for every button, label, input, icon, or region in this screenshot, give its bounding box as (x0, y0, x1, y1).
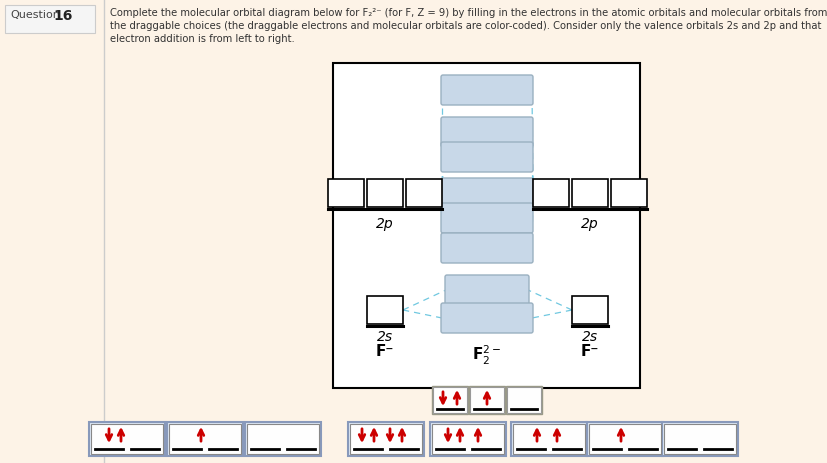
FancyBboxPatch shape (441, 203, 533, 233)
Text: F⁻: F⁻ (581, 344, 600, 359)
Text: 2p: 2p (581, 217, 599, 231)
Bar (430, 422, 506, 456)
Bar (507, 387, 541, 413)
FancyBboxPatch shape (441, 142, 533, 172)
FancyBboxPatch shape (441, 117, 533, 147)
Bar (506, 386, 542, 414)
Bar (470, 387, 504, 413)
FancyBboxPatch shape (441, 75, 533, 105)
Bar (432, 386, 468, 414)
Text: F$_2^{2-}$: F$_2^{2-}$ (472, 344, 502, 367)
Bar (328, 179, 364, 207)
Text: 2p: 2p (376, 217, 394, 231)
Bar (432, 424, 504, 454)
Text: 2s: 2s (377, 330, 393, 344)
Bar (333, 63, 640, 388)
Bar (348, 422, 424, 456)
Bar (5, 5, 95, 33)
Text: the draggable choices (the draggable electrons and molecular orbitals are color-: the draggable choices (the draggable ele… (110, 21, 821, 31)
Bar (247, 424, 319, 454)
Bar (89, 422, 165, 456)
Bar (367, 179, 403, 207)
Bar (91, 424, 163, 454)
Bar (350, 424, 422, 454)
Bar (245, 422, 321, 456)
Bar (587, 422, 663, 456)
Bar (167, 422, 243, 456)
Bar (662, 422, 738, 456)
FancyBboxPatch shape (441, 178, 533, 208)
Bar (469, 386, 505, 414)
FancyBboxPatch shape (441, 233, 533, 263)
Bar (611, 179, 647, 207)
FancyBboxPatch shape (445, 275, 529, 305)
Text: electron addition is from left to right.: electron addition is from left to right. (110, 34, 294, 44)
Bar (533, 179, 569, 207)
Text: 16: 16 (53, 9, 73, 23)
Bar (406, 179, 442, 207)
Bar (589, 424, 661, 454)
Bar (513, 424, 585, 454)
Bar (169, 424, 241, 454)
Bar (367, 296, 403, 324)
Bar (572, 179, 608, 207)
Text: Question: Question (10, 10, 60, 20)
Text: Complete the molecular orbital diagram below for F₂²⁻ (for F, Z = 9) by filling : Complete the molecular orbital diagram b… (110, 8, 827, 18)
Bar (664, 424, 736, 454)
Text: F⁻: F⁻ (375, 344, 394, 359)
Bar (433, 387, 467, 413)
Bar (572, 296, 608, 324)
Bar (511, 422, 587, 456)
Text: 2s: 2s (582, 330, 598, 344)
FancyBboxPatch shape (441, 303, 533, 333)
